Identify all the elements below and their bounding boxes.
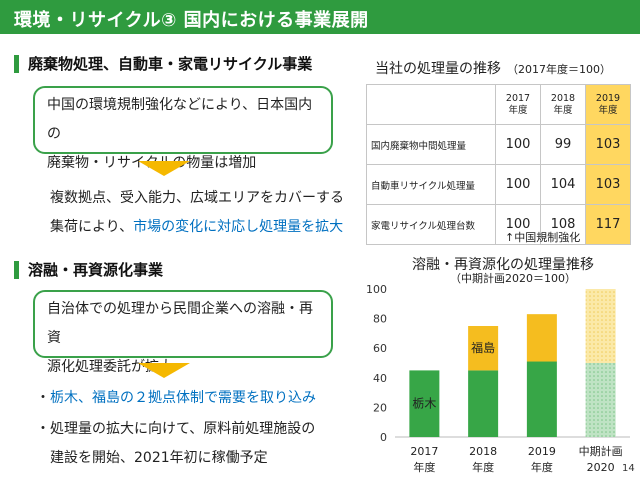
table-header-cell: 2019 年度 [585, 84, 631, 125]
section1-down-arrow [138, 161, 190, 176]
section1-text: 複数拠点、受入能力、広域エリアをカバーする 集荷により、市場の変化に対応し処理量… [50, 184, 344, 242]
x-tick-label: 年度 [472, 460, 494, 474]
melting-recycling-chart: 0 20 40 60 80 100 2017 年度 2018 年度 2019 年度 中期計画 2020 栃木… [366, 283, 630, 474]
y-tick-label: 60 [373, 342, 387, 355]
section2-box: 自治体での処理から民間企業への溶融・再資 源化処理委託が拡大 [33, 290, 333, 375]
section1-text-highlight: 市場の変化に対応し処理量を拡大 [133, 219, 344, 235]
section1-box: 中国の環境規制強化などにより、日本国内の 廃棄物・リサイクルの物量は増加 [33, 86, 333, 171]
table-cell: 104 [540, 164, 586, 205]
section2-bullet-highlight: 栃木、福島の２拠点体制で需要を取り込み [50, 390, 316, 406]
section2-bullet: ・栃木、福島の２拠点体制で需要を取り込み [36, 384, 316, 413]
table-row: 家電リサイクル処理台数 100 108 117 [366, 204, 631, 245]
section2-down-arrow [138, 363, 190, 378]
bar-tochigi [585, 363, 616, 437]
bar-fukushima [526, 314, 557, 362]
bar-fukushima [468, 326, 499, 371]
chart-title: 溶融・再資源化の処理量推移 [412, 257, 594, 273]
table-cell: 108 [540, 204, 586, 245]
bar-fukushima [585, 289, 616, 363]
bar-tochigi [468, 370, 499, 437]
table-note: ↑中国規制強化 [505, 231, 581, 244]
table-title: 当社の処理量の推移 （2017年度＝100） [375, 58, 611, 78]
section1-box-line: 中国の環境規制強化などにより、日本国内の [47, 97, 313, 142]
y-tick-label: 0 [380, 431, 387, 444]
y-tick-label: 40 [373, 372, 387, 385]
row-label: 国内廃棄物中間処理量 [366, 124, 496, 165]
col-unit: 年度 [508, 104, 528, 116]
section1-text-plain: 集荷により、 [50, 219, 134, 235]
section2-text: ・栃木、福島の２拠点体制で需要を取り込み ・処理量の拡大に向けて、原料前処理施設… [36, 384, 316, 473]
table-subtitle: （2017年度＝100） [507, 63, 611, 76]
table-cell: 99 [540, 124, 586, 165]
title-bar: 環境・リサイクル③ 国内における事業展開 [0, 0, 640, 34]
col-unit: 年度 [553, 104, 573, 116]
bar-tochigi [526, 361, 557, 437]
col-unit: 年度 [598, 104, 618, 116]
processing-table: 2017 年度 2018 年度 2019 年度 国内廃棄物中間処理量 100 99 1… [366, 84, 631, 245]
section2-heading: 溶融・再資源化事業 [28, 261, 164, 279]
table-header-cell: 2018 年度 [540, 84, 586, 125]
y-tick-label: 100 [366, 283, 387, 296]
series-label-fukushima: 福島 [471, 340, 495, 355]
chart-subtitle: （中期計画2020＝100） [450, 272, 576, 285]
table-header-cell: 2017 年度 [495, 84, 541, 125]
page-number: 14 [622, 463, 635, 474]
x-tick-label: 年度 [413, 460, 435, 474]
x-tick-label: 年度 [531, 460, 553, 474]
section2-bullet: ・処理量の拡大に向けて、原料前処理施設の [36, 421, 316, 437]
table-cell: 100 [495, 164, 541, 205]
col-year: 2018 [550, 92, 576, 104]
col-year: 2019 [595, 92, 621, 104]
page-title: 環境・リサイクル③ 国内における事業展開 [14, 10, 369, 31]
x-tick-label: 中期計画 [579, 444, 623, 458]
row-label: 家電リサイクル処理台数 [366, 204, 496, 245]
table-cell: 103 [585, 164, 631, 205]
table-cell: 100 [495, 204, 541, 245]
y-tick-label: 80 [373, 313, 387, 326]
table-cell: 117 [585, 204, 631, 245]
y-tick-label: 20 [373, 401, 387, 414]
table-title-text: 当社の処理量の推移 [375, 61, 501, 77]
section1-marker [14, 55, 19, 73]
col-year: 2017 [505, 92, 531, 104]
x-tick-label: 2018 [469, 445, 497, 458]
section2-bullet-cont: 建設を開始、2021年初に稼働予定 [50, 450, 268, 466]
table-cell: 100 [495, 124, 541, 165]
x-tick-label: 2017 [410, 445, 438, 458]
table-corner [366, 84, 496, 125]
row-label: 自動車リサイクル処理量 [366, 164, 496, 205]
x-tick-label: 2019 [528, 445, 556, 458]
table-header-row: 2017 年度 2018 年度 2019 年度 [366, 84, 631, 125]
section2-box-line: 自治体での処理から民間企業への溶融・再資 [47, 301, 313, 346]
table-row: 自動車リサイクル処理量 100 104 103 [366, 164, 631, 205]
section1-heading: 廃棄物処理、自動車・家電リサイクル事業 [28, 55, 313, 73]
series-label-tochigi: 栃木 [412, 397, 436, 411]
x-tick-label: 2020 [587, 461, 615, 474]
bullet-dot: ・ [36, 390, 50, 406]
section1-text-line: 複数拠点、受入能力、広域エリアをカバーする [50, 190, 344, 206]
section1-text-line: 集荷により、市場の変化に対応し処理量を拡大 [50, 213, 344, 242]
table-cell: 103 [585, 124, 631, 165]
section2-marker [14, 261, 19, 279]
table-row: 国内廃棄物中間処理量 100 99 103 [366, 124, 631, 165]
bar-tochigi [409, 370, 440, 437]
